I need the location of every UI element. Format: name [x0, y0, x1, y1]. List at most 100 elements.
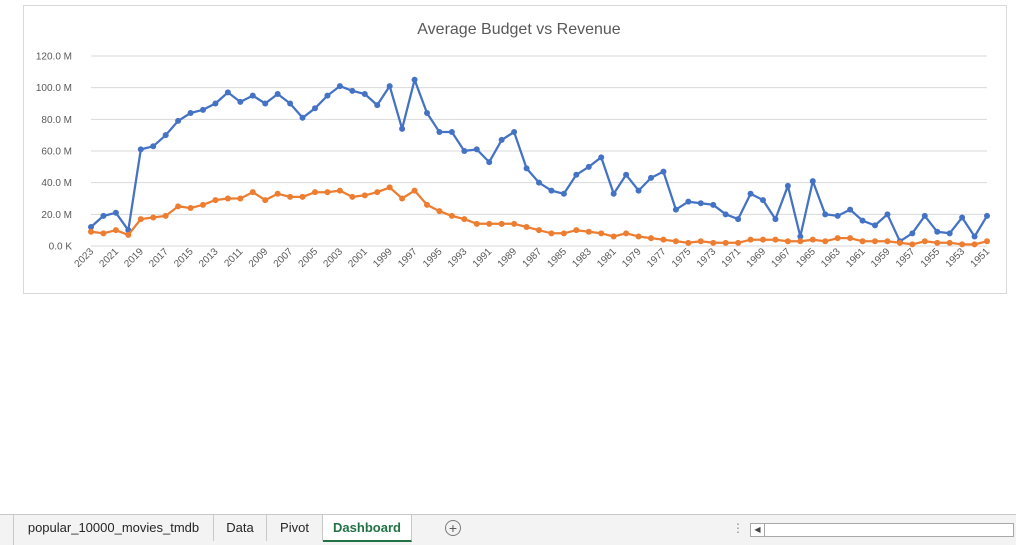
data-point[interactable] [175, 203, 182, 210]
data-point[interactable] [399, 125, 406, 132]
data-point[interactable] [672, 206, 679, 213]
data-point[interactable] [150, 214, 157, 221]
data-point[interactable] [361, 192, 368, 199]
scroll-left-arrow-icon[interactable]: ◀ [751, 524, 765, 536]
data-point[interactable] [349, 193, 356, 200]
data-point[interactable] [112, 227, 119, 234]
data-point[interactable] [299, 193, 306, 200]
data-point[interactable] [610, 233, 617, 240]
data-point[interactable] [872, 222, 878, 229]
data-point[interactable] [287, 193, 294, 200]
data-point[interactable] [722, 239, 729, 246]
data-point[interactable] [137, 216, 144, 223]
data-point[interactable] [872, 238, 878, 245]
data-point[interactable] [648, 174, 654, 181]
data-point[interactable] [224, 195, 231, 202]
data-point[interactable] [710, 201, 717, 208]
data-point[interactable] [984, 212, 990, 219]
data-point[interactable] [946, 239, 953, 246]
data-point[interactable] [324, 92, 331, 99]
data-point[interactable] [349, 87, 356, 94]
data-point[interactable] [623, 230, 630, 237]
data-point[interactable] [523, 224, 530, 230]
data-point[interactable] [187, 205, 194, 211]
tab-popular-10000-movies-tmdb[interactable]: popular_10000_movies_tmdb [14, 515, 214, 541]
data-point[interactable] [585, 163, 592, 170]
data-point[interactable] [784, 238, 791, 245]
data-point[interactable] [112, 209, 119, 216]
data-point[interactable] [324, 189, 331, 196]
data-point[interactable] [237, 98, 244, 105]
data-point[interactable] [237, 195, 244, 202]
data-point[interactable] [921, 212, 928, 219]
data-point[interactable] [287, 100, 294, 107]
data-point[interactable] [486, 220, 493, 227]
data-point[interactable] [884, 211, 891, 218]
data-point[interactable] [361, 91, 368, 97]
data-point[interactable] [436, 208, 443, 215]
data-point[interactable] [448, 212, 455, 219]
data-point[interactable] [312, 105, 318, 112]
data-point[interactable] [598, 230, 605, 237]
data-point[interactable] [262, 100, 269, 107]
data-point[interactable] [200, 106, 206, 113]
data-point[interactable] [660, 168, 667, 175]
data-point[interactable] [909, 241, 916, 248]
data-point[interactable] [697, 238, 704, 245]
split-handle-icon[interactable]: ⋮ [732, 521, 744, 535]
data-point[interactable] [498, 220, 505, 227]
data-point[interactable] [411, 76, 418, 83]
data-point[interactable] [747, 190, 754, 197]
chart-area[interactable]: Average Budget vs Revenue 0.0 K 20.0 M 40.… [23, 5, 1007, 294]
data-point[interactable] [461, 216, 468, 223]
data-point[interactable] [212, 100, 219, 107]
data-point[interactable] [760, 197, 766, 204]
data-point[interactable] [274, 190, 281, 197]
data-point[interactable] [635, 233, 642, 240]
data-point[interactable] [137, 146, 144, 153]
data-point[interactable] [809, 236, 816, 243]
add-sheet-button[interactable]: + [445, 520, 461, 536]
data-point[interactable] [386, 184, 393, 191]
data-point[interactable] [884, 238, 891, 245]
data-point[interactable] [623, 171, 630, 178]
data-point[interactable] [125, 231, 132, 238]
data-point[interactable] [822, 238, 829, 245]
data-point[interactable] [610, 190, 617, 197]
data-point[interactable] [585, 228, 592, 235]
data-point[interactable] [971, 241, 978, 248]
data-point[interactable] [685, 198, 692, 205]
data-point[interactable] [648, 235, 654, 242]
data-point[interactable] [896, 239, 903, 246]
data-point[interactable] [162, 212, 169, 219]
data-point[interactable] [685, 239, 692, 246]
data-point[interactable] [548, 230, 555, 237]
data-point[interactable] [573, 171, 580, 178]
data-point[interactable] [697, 200, 704, 207]
data-point[interactable] [511, 129, 518, 135]
data-point[interactable] [224, 89, 231, 96]
data-point[interactable] [710, 239, 717, 246]
data-point[interactable] [88, 224, 94, 230]
data-point[interactable] [262, 197, 269, 204]
series-line-2[interactable] [90, 186, 988, 246]
data-point[interactable] [100, 212, 107, 219]
data-point[interactable] [249, 189, 256, 196]
data-point[interactable] [797, 233, 804, 240]
data-point[interactable] [386, 83, 393, 90]
data-point[interactable] [946, 230, 953, 237]
data-point[interactable] [822, 211, 829, 218]
data-point[interactable] [249, 92, 256, 99]
data-point[interactable] [560, 190, 567, 197]
data-point[interactable] [274, 91, 281, 97]
data-point[interactable] [834, 212, 841, 219]
data-point[interactable] [760, 236, 766, 243]
data-point[interactable] [374, 102, 381, 109]
data-point[interactable] [772, 236, 779, 243]
data-point[interactable] [486, 159, 493, 166]
data-point[interactable] [722, 211, 729, 218]
data-point[interactable] [921, 238, 928, 245]
data-point[interactable] [772, 216, 779, 223]
data-point[interactable] [847, 235, 854, 242]
data-point[interactable] [448, 129, 455, 135]
